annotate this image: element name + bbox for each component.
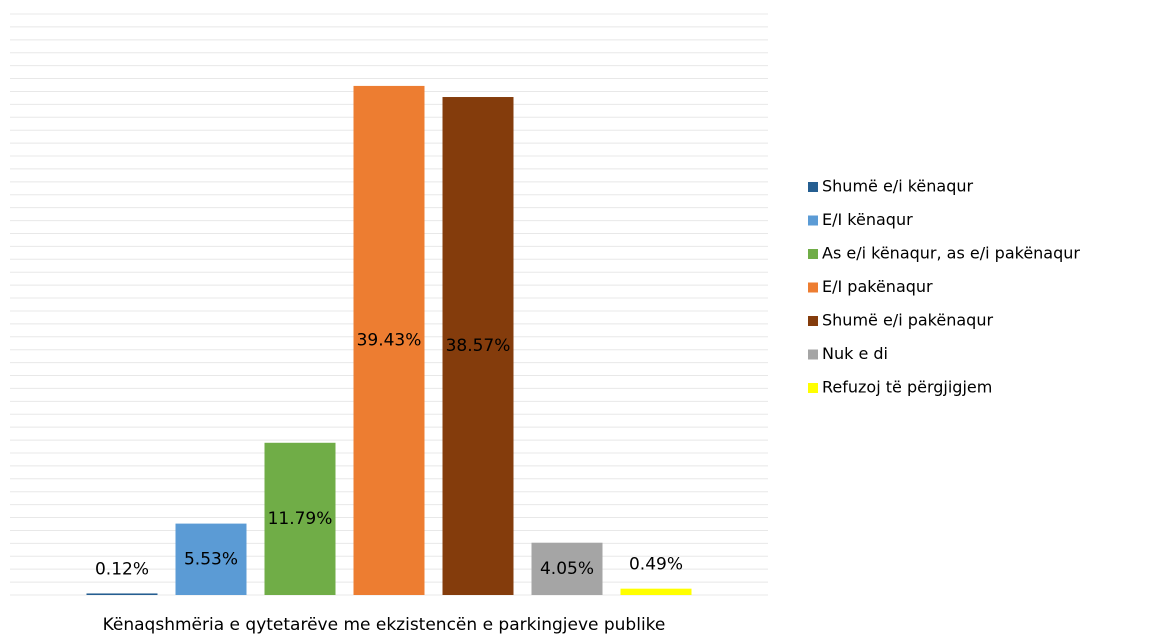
data-label: 38.57% bbox=[446, 336, 511, 356]
legend-label: Shumë e/i kënaqur bbox=[822, 177, 974, 196]
data-label: 5.53% bbox=[184, 549, 238, 569]
legend-swatch bbox=[808, 182, 818, 192]
bar bbox=[531, 542, 603, 595]
legend-swatch bbox=[808, 383, 818, 393]
legend-label: Shumë e/i pakënaqur bbox=[822, 311, 993, 330]
legend-label: Nuk e di bbox=[822, 344, 888, 363]
bar bbox=[442, 97, 514, 596]
bar bbox=[264, 442, 336, 595]
legend-label: As e/i kënaqur, as e/i pakënaqur bbox=[822, 244, 1080, 263]
legend-swatch bbox=[808, 249, 818, 259]
bar bbox=[175, 523, 247, 595]
data-label: 0.49% bbox=[629, 555, 683, 575]
data-label: 39.43% bbox=[357, 330, 422, 350]
legend-swatch bbox=[808, 215, 818, 226]
x-tick-label: Kënaqshmëria e qytetarëve me ekzistencën… bbox=[103, 615, 666, 635]
legend-label: Refuzoj të përgjigjem bbox=[822, 378, 992, 397]
data-label: 4.05% bbox=[540, 559, 594, 579]
legend-swatch bbox=[808, 282, 818, 293]
legend-swatch bbox=[808, 349, 818, 360]
bar bbox=[620, 588, 692, 595]
data-label: 0.12% bbox=[95, 559, 149, 579]
legend-label: E/I kënaqur bbox=[822, 210, 913, 229]
legend-swatch bbox=[808, 316, 818, 326]
bar bbox=[86, 593, 158, 595]
legend-label: E/I pakënaqur bbox=[822, 277, 933, 296]
data-label: 11.79% bbox=[268, 509, 333, 529]
bar bbox=[353, 85, 425, 595]
